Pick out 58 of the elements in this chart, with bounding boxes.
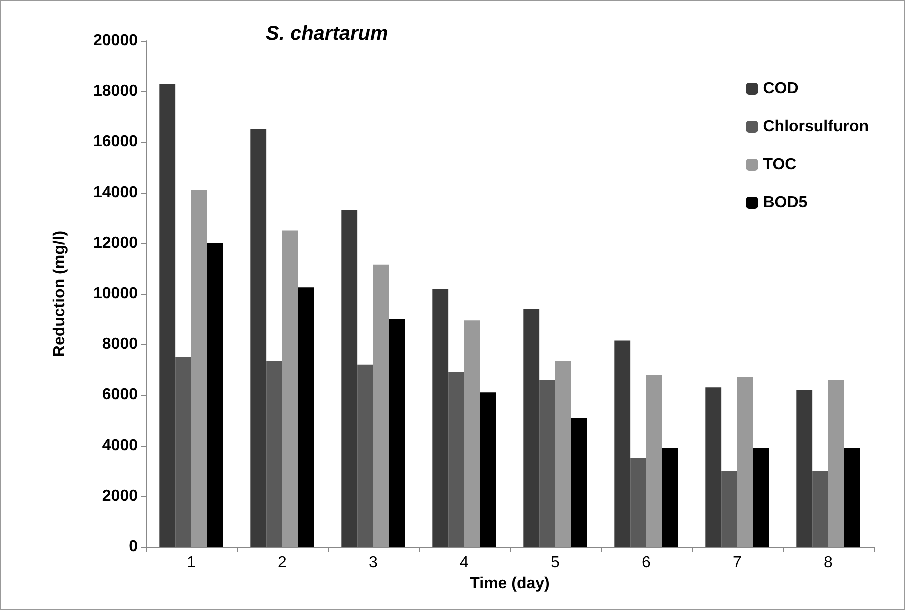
chart-title: S. chartarum — [266, 23, 388, 45]
bar — [662, 448, 678, 547]
bar — [646, 374, 662, 547]
bar — [298, 288, 314, 547]
y-axis-title: Reduction (mg/l) — [52, 230, 68, 358]
bar — [722, 471, 738, 547]
x-tick-label: 6 — [642, 554, 652, 572]
bar — [266, 361, 282, 547]
y-tick-label: 16000 — [94, 134, 138, 151]
bar — [614, 340, 631, 547]
bar — [207, 243, 224, 547]
bar — [432, 288, 449, 547]
bar — [250, 130, 267, 547]
x-tick-label: 8 — [824, 554, 834, 572]
bar — [706, 388, 722, 547]
x-tick-label: 2 — [278, 554, 288, 572]
y-tick-label: 4000 — [102, 437, 138, 454]
legend-label: COD — [763, 80, 799, 98]
bar — [282, 230, 298, 547]
y-tick-label: 6000 — [102, 386, 138, 404]
y-tick-label: 10000 — [94, 286, 138, 302]
bar — [480, 392, 496, 547]
x-tick-label: 7 — [733, 554, 742, 572]
bar — [176, 357, 192, 547]
bar — [524, 309, 540, 547]
y-tick-label: 18000 — [94, 83, 138, 100]
bar — [342, 210, 358, 547]
bar — [571, 418, 588, 547]
x-tick-label: 1 — [187, 554, 196, 572]
bar — [812, 471, 828, 547]
y-tick-label: 12000 — [94, 234, 138, 252]
x-tick-label: 5 — [551, 554, 560, 572]
bar — [738, 377, 754, 547]
bar — [828, 380, 844, 547]
legend-label: TOC — [763, 156, 798, 174]
bar — [464, 320, 480, 547]
y-tick-label: 2000 — [102, 488, 138, 505]
y-tick-label: 20000 — [94, 32, 138, 50]
bar — [358, 364, 374, 547]
bar — [160, 84, 176, 547]
bar — [630, 458, 646, 547]
legend-label: Chlorsulfuron — [763, 118, 869, 136]
bar — [389, 319, 406, 547]
bar — [753, 448, 770, 547]
y-tick-label: 0 — [129, 538, 138, 556]
bar — [796, 390, 813, 547]
bar — [192, 190, 208, 547]
x-tick-label: 4 — [460, 554, 470, 572]
bar — [556, 361, 572, 547]
x-axis-title: Time (day) — [470, 575, 550, 592]
bar — [540, 380, 556, 547]
legend-label: BOD5 — [763, 194, 808, 212]
x-tick-label: 3 — [369, 554, 378, 572]
y-tick-label: 14000 — [94, 184, 138, 202]
bar — [374, 264, 390, 547]
bar — [844, 448, 860, 547]
y-tick-label: 8000 — [102, 336, 138, 354]
bar — [448, 372, 464, 547]
